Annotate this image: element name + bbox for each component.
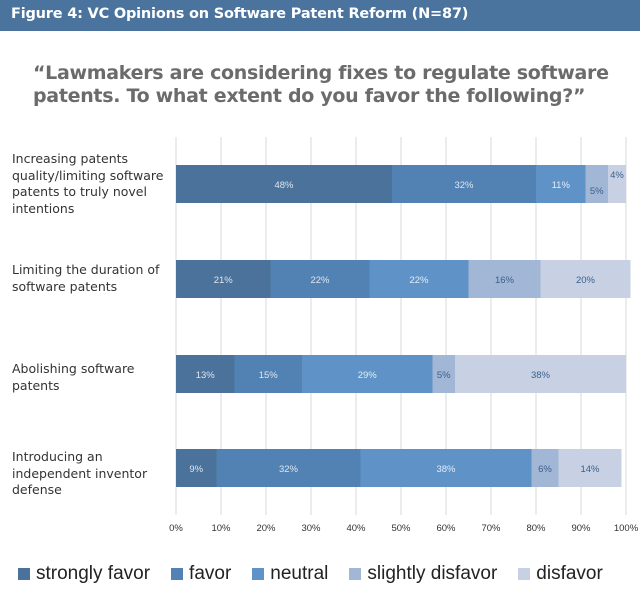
x-tick-label: 60% xyxy=(436,523,456,534)
data-label: 22% xyxy=(409,275,429,286)
legend-item: slightly disfavor xyxy=(349,563,497,585)
x-tick-label: 70% xyxy=(481,523,501,534)
data-label: 16% xyxy=(495,275,515,286)
bar-segment-strongly-favor xyxy=(176,355,235,393)
x-tick-label: 40% xyxy=(346,523,366,534)
stacked-bar-chart: 0% 10% 20% 30% 40% 50% 60% 70% 80% 90% 100% 48% 32% 1… xyxy=(169,137,639,534)
bar-segment-favor xyxy=(270,260,370,298)
bar-segment-slightly-disfavor xyxy=(468,260,541,298)
bar-segment-favor xyxy=(392,165,536,203)
data-label: 32% xyxy=(279,464,299,475)
data-label: 38% xyxy=(436,464,456,475)
figure-header: Figure 4: VC Opinions on Software Patent… xyxy=(0,0,640,31)
legend-swatch xyxy=(518,568,531,580)
x-tick-label: 90% xyxy=(571,523,591,534)
category-label-patent-quality: Increasing patents quality/limiting soft… xyxy=(12,151,164,216)
data-label: 9% xyxy=(189,464,203,475)
legend-swatch xyxy=(349,568,362,580)
bar-segment-disfavor xyxy=(540,260,631,298)
data-label: 6% xyxy=(538,464,552,475)
x-tick-label: 0% xyxy=(169,523,183,534)
data-label: 48% xyxy=(274,180,294,191)
legend-swatch xyxy=(252,568,265,580)
legend-item: strongly favor xyxy=(18,563,150,585)
category-label-inventor-defense: Introducing an independent inventor defe… xyxy=(12,449,148,497)
bar-segment-neutral xyxy=(369,260,469,298)
category-label-limit-duration: Limiting the duration of software patent… xyxy=(12,262,160,294)
x-tick-label: 10% xyxy=(211,523,231,534)
data-label: 13% xyxy=(196,370,216,381)
data-label: 14% xyxy=(580,464,600,475)
data-label: 38% xyxy=(531,370,551,381)
legend-label: strongly favor xyxy=(36,563,151,584)
bar-segment-disfavor xyxy=(558,449,622,487)
x-tick-label: 100% xyxy=(614,523,639,534)
bar-segment-slightly-disfavor xyxy=(432,355,455,393)
bar-segment-strongly-favor xyxy=(176,449,217,487)
bar-segment-slightly-disfavor xyxy=(531,449,559,487)
data-label: 5% xyxy=(437,370,451,381)
bar-segment-neutral xyxy=(536,165,586,203)
legend-swatch xyxy=(171,568,184,580)
data-label: 11% xyxy=(552,180,571,191)
data-label: 20% xyxy=(576,275,596,286)
legend-item: disfavor xyxy=(518,563,603,585)
data-label: 29% xyxy=(358,370,378,381)
category-label-abolish: Abolishing software patents xyxy=(12,361,135,393)
bar-segment-disfavor xyxy=(455,355,626,393)
bar-segment-favor xyxy=(234,355,302,393)
x-tick-label: 30% xyxy=(301,523,321,534)
legend-item: favor xyxy=(171,563,231,585)
bar-segment-neutral xyxy=(302,355,433,393)
bar-segment-neutral xyxy=(360,449,532,487)
legend-item: neutral xyxy=(252,563,328,585)
data-label: 21% xyxy=(214,275,234,286)
bar-segment-slightly-disfavor xyxy=(585,165,608,203)
data-label: 15% xyxy=(259,370,279,381)
figure-title: Figure 4: VC Opinions on Software Patent… xyxy=(11,6,469,22)
x-tick-label: 80% xyxy=(526,523,546,534)
legend-label: disfavor xyxy=(536,563,603,584)
bar-segment-strongly-favor xyxy=(176,260,271,298)
data-label: 22% xyxy=(310,275,330,286)
bar-segment-strongly-favor xyxy=(176,165,392,203)
x-tick-label: 50% xyxy=(391,523,411,534)
survey-question: “Lawmakers are considering fixes to regu… xyxy=(33,62,609,107)
legend-swatch xyxy=(18,568,30,580)
bar-segment-disfavor xyxy=(608,165,626,203)
chart-legend: strongly favor favor neutral slightly disfa… xyxy=(18,563,624,585)
data-label: 4% xyxy=(610,170,624,181)
bar-segment-favor xyxy=(216,449,361,487)
legend-label: slightly disfavor xyxy=(367,563,498,584)
legend-label: favor xyxy=(189,563,232,584)
legend-label: neutral xyxy=(270,563,329,584)
data-label: 32% xyxy=(454,180,474,191)
x-tick-label: 20% xyxy=(256,523,276,534)
data-label: 5% xyxy=(590,186,604,197)
